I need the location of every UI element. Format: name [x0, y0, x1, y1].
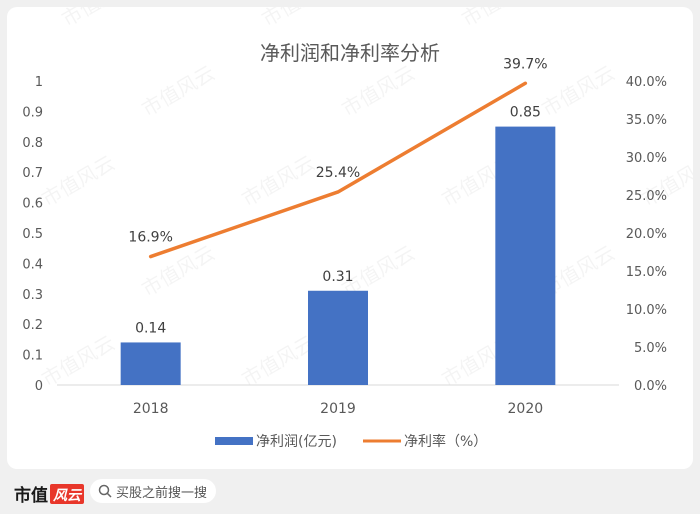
left-tick-label: 0.9 [22, 105, 43, 120]
left-tick-label: 0 [35, 379, 43, 394]
line-data-label: 39.7% [503, 56, 547, 72]
line-series: 16.9% 25.4% 39.7% [128, 56, 548, 259]
left-tick-label: 0.1 [22, 349, 43, 364]
x-tick-label: 2019 [320, 401, 356, 417]
bar-series: 0.14 0.31 0.85 [120, 105, 556, 385]
brand-logo-mark: 风云 [50, 483, 84, 504]
right-tick-label: 40.0% [626, 75, 667, 90]
legend-bar-label: 净利润(亿元) [256, 434, 337, 450]
search-placeholder: 买股之前搜一搜 [116, 485, 208, 501]
bar-data-label: 0.85 [510, 105, 541, 121]
bar-2018 [120, 342, 181, 385]
watermark-text: 市值风云 [38, 151, 119, 212]
right-tick-label: 25.0% [626, 189, 667, 204]
right-axis: 0.0% 5.0% 10.0% 15.0% 20.0% 25.0% 30.0% 35.0% 40… [626, 75, 667, 394]
watermark-text: 市值风云 [138, 61, 219, 122]
watermark-text: 市值风云 [58, 7, 139, 31]
legend: 净利润(亿元) 净利率（%） [215, 433, 487, 450]
right-tick-label: 15.0% [626, 265, 667, 280]
watermark-text: 市值风云 [538, 61, 619, 122]
left-axis: 0 0.1 0.2 0.3 0.4 0.5 0.6 0.7 0.8 0.9 1 [22, 75, 43, 394]
left-tick-label: 0.3 [22, 288, 43, 303]
left-tick-label: 0.4 [22, 257, 43, 272]
bar-data-label: 0.14 [135, 320, 166, 336]
brand-logo-text: 风云 [53, 487, 81, 504]
left-tick-label: 0.7 [22, 166, 43, 181]
watermark-text: 市值风云 [238, 331, 319, 392]
right-tick-label: 0.0% [634, 379, 667, 394]
right-tick-label: 10.0% [626, 303, 667, 318]
watermark-text: 市值风云 [258, 7, 339, 31]
right-tick-label: 30.0% [626, 151, 667, 166]
bar-data-label: 0.31 [322, 269, 353, 285]
left-tick-label: 0.8 [22, 136, 43, 151]
brand-logo[interactable]: 市值 风云 [14, 481, 84, 506]
watermark-text: 市值风云 [458, 7, 539, 31]
right-tick-label: 5.0% [634, 341, 667, 356]
right-tick-label: 35.0% [626, 113, 667, 128]
x-axis: 2018 2019 2020 [133, 401, 543, 417]
left-tick-label: 0.2 [22, 318, 43, 333]
x-tick-label: 2018 [133, 401, 169, 417]
watermark-text: 市值风云 [138, 241, 219, 302]
watermark-text: 市值风云 [338, 61, 419, 122]
line-data-label: 16.9% [128, 230, 172, 246]
watermark-text: 市值风云 [38, 331, 119, 392]
x-tick-label: 2020 [508, 401, 544, 417]
left-tick-label: 0.5 [22, 227, 43, 242]
footer-bar: 市值 风云 买股之前搜一搜 [0, 469, 700, 514]
search-icon [98, 484, 112, 498]
legend-line-label: 净利率（%） [404, 433, 487, 450]
left-tick-label: 1 [35, 75, 43, 90]
search-box[interactable]: 买股之前搜一搜 [90, 479, 216, 503]
legend-bar-swatch [215, 437, 253, 445]
chart-title: 净利润和净利率分析 [260, 41, 440, 65]
chart-card: 市值风云 市值风云 市值风云 市值风云 市值风云 市值风云 市值风云 市值风云 市值风云 市值风云… [7, 7, 693, 469]
brand-text: 市值 [14, 486, 48, 506]
right-tick-label: 20.0% [626, 227, 667, 242]
bar-2019 [308, 290, 368, 385]
line-data-label: 25.4% [316, 165, 360, 181]
left-tick-label: 0.6 [22, 197, 43, 212]
bar-2020 [495, 126, 556, 385]
